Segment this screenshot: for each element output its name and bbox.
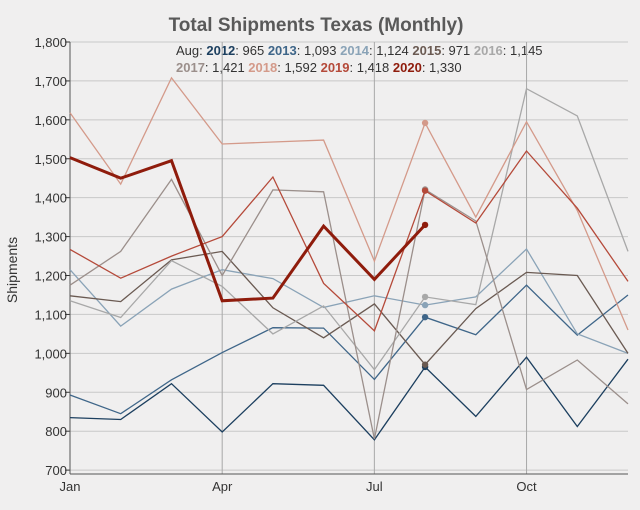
legend-row: Aug: 2012: 965 2013: 1,093 2014: 1,124 2… [176,43,543,58]
legend-series-value: : 1,093 [297,43,340,58]
legend-series-name: 2020 [393,60,422,75]
legend-series-name: 2014 [340,43,370,58]
series-line-2014 [69,247,629,355]
legend-series-name: 2016 [474,43,503,58]
marker-aug-2019 [421,187,429,194]
x-tick-label: Jul [366,479,383,494]
series-lines [69,76,629,441]
marker-aug-2018 [421,119,429,127]
chart-title: Total Shipments Texas (Monthly) [169,15,464,36]
legend-series-name: 2018 [248,60,277,75]
marker-aug-2014 [421,301,429,309]
chart-legend: Aug: 2012: 965 2013: 1,093 2014: 1,124 2… [176,43,543,75]
legend-series-value: : 1,421 [205,60,248,75]
y-tick-label: 1,200 [34,269,67,284]
y-tick-label: 1,400 [34,191,67,206]
series-line-2019 [69,149,629,332]
series-line-2012 [69,356,629,441]
series-line-2013 [69,284,629,415]
legend-series-value: : 971 [441,43,474,58]
legend-series-value: : 1,124 [369,43,412,58]
y-axis-label: Shipments [4,237,20,303]
series-line-2018 [69,76,629,331]
y-tick-label: 1,800 [34,35,67,50]
x-tick-label: Jan [60,479,81,494]
y-tick-label: 900 [45,385,67,400]
y-axis-ticks: 700 800 900 1,000 1,100 1,200 1,300 1,400 1,500 1… [34,35,67,478]
legend-series-name: 2019 [321,60,350,75]
legend-series-value: : 1,145 [503,43,543,58]
series-line-2017 [69,178,629,440]
legend-series-name: 2017 [176,60,205,75]
y-tick-label: 1,500 [34,152,67,167]
legend-series-value: : 1,592 [277,60,320,75]
marker-aug-2015 [421,361,429,368]
legend-series-name: 2013 [268,43,297,58]
y-tick-label: 700 [45,463,67,478]
legend-series-value: : 1,330 [422,60,462,75]
marker-aug-2020 [421,221,429,229]
legend-row: 2017: 1,421 2018: 1,592 2019: 1,418 2020… [176,60,462,75]
series-line-2020 [69,156,427,303]
marker-aug-2013 [421,313,429,321]
x-tick-label: Apr [212,479,233,494]
y-tick-label: 1,100 [34,307,67,322]
august-markers [421,119,429,371]
y-tick-label: 1,300 [34,230,67,245]
x-axis-ticks: Jan Apr Jul Oct [60,479,538,494]
grid-lines [65,41,628,475]
y-tick-label: 1,700 [34,74,67,89]
y-tick-label: 1,000 [34,346,67,361]
series-line-2016 [69,87,629,371]
x-tick-label: Oct [516,479,537,494]
series-line-2015 [69,250,629,366]
legend-series-value: : 965 [235,43,268,58]
legend-series-name: 2015 [412,43,441,58]
legend-series-value: : 1,418 [350,60,393,75]
marker-aug-2016 [421,293,429,301]
legend-series-name: 2012 [206,43,235,58]
legend-prefix: Aug: [176,43,206,58]
y-tick-label: 800 [45,424,67,439]
y-tick-label: 1,600 [34,113,67,128]
